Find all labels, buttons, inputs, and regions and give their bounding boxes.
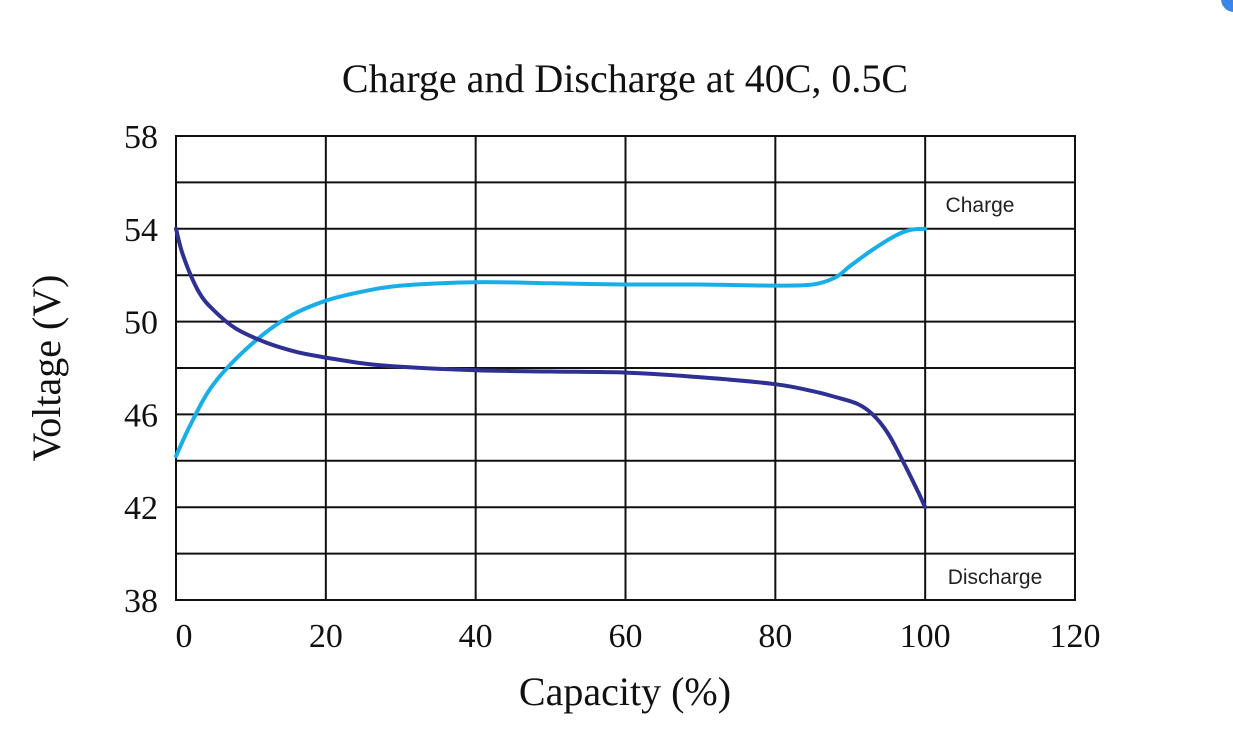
y-tick-labels: 38 42 46 50 54 58 [124,119,158,620]
charge-series-line [174,226,928,459]
discharge-series-line [174,226,928,510]
y-tick-label: 58 [124,119,158,156]
x-tick-labels: 0 20 40 60 80 100 120 [176,618,1101,655]
discharge-series-label: Discharge [948,566,1043,589]
x-tick-label: 60 [609,618,643,655]
y-tick-label: 46 [124,397,158,434]
grid-lines [176,136,1075,600]
x-tick-label: 20 [309,618,343,655]
y-tick-label: 42 [124,490,158,527]
chart-title: Charge and Discharge at 40C, 0.5C [342,56,908,101]
x-tick-label: 0 [176,618,193,655]
y-tick-label: 50 [124,305,158,342]
x-tick-label: 120 [1050,618,1101,655]
series-lines [174,226,928,510]
charge-series-label: Charge [946,194,1015,217]
x-tick-label: 80 [758,618,792,655]
x-axis-label: Capacity (%) [519,669,731,714]
x-tick-label: 100 [900,618,951,655]
plot-frame [175,135,1076,601]
y-axis-label: Voltage (V) [24,275,69,462]
y-tick-label: 38 [124,583,158,620]
x-tick-label: 40 [459,618,493,655]
y-tick-label: 54 [124,212,158,249]
